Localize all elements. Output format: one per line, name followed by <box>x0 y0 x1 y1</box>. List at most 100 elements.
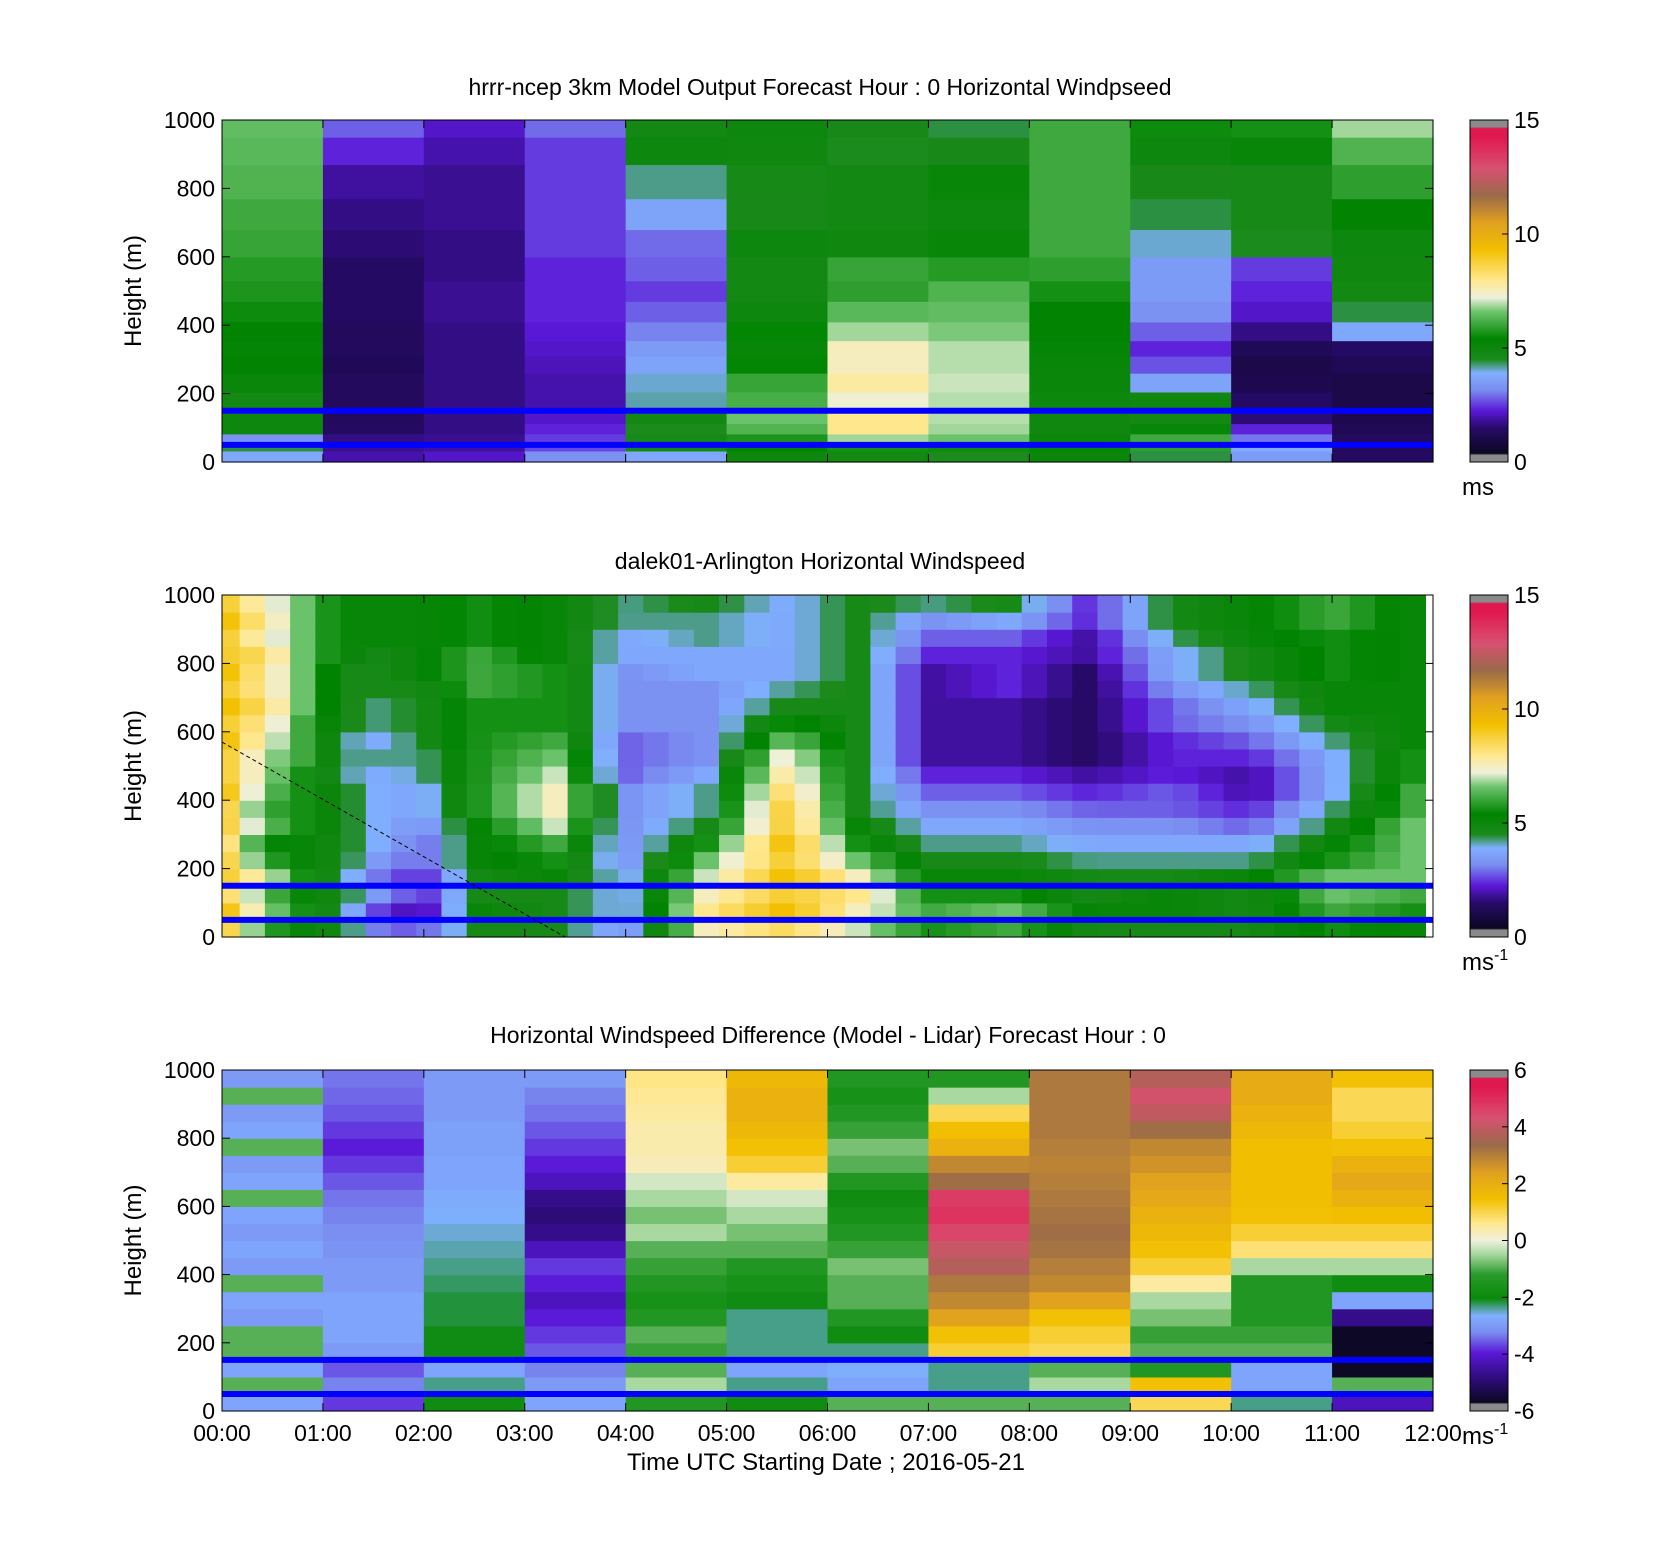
heatmap-cell <box>1332 164 1434 200</box>
heatmap-cell <box>744 851 771 870</box>
heatmap-cell <box>1173 800 1199 818</box>
heatmap-cell <box>239 714 266 733</box>
heatmap-cell <box>794 595 821 613</box>
heatmap-cell <box>726 301 829 323</box>
heatmap-cell <box>668 612 695 630</box>
heatmap-cell <box>946 629 972 647</box>
heatmap-cell <box>391 902 417 921</box>
heatmap-cell <box>769 902 796 921</box>
y-tick-label: 0 <box>202 924 215 950</box>
heatmap-cell <box>1349 800 1376 818</box>
heatmap-cell <box>625 355 728 374</box>
x-axis: 00:00 01:00 02:00 03:00 04:00 05:00 06:00 07:00… <box>193 1070 1462 1446</box>
heatmap-cell <box>870 817 897 835</box>
heatmap-cell <box>322 229 425 258</box>
heatmap-cell <box>744 646 771 664</box>
heatmap-cell <box>315 885 342 904</box>
heatmap-cell <box>365 714 392 733</box>
heatmap-cell <box>827 1223 930 1242</box>
heatmap-cell <box>592 731 619 750</box>
heatmap-cell <box>222 1223 324 1242</box>
heatmap-cell <box>1147 748 1174 767</box>
heatmap-cell <box>391 919 417 938</box>
heatmap-cell <box>416 612 443 630</box>
heatmap-cell <box>1332 1087 1434 1105</box>
heatmap-cell <box>920 800 947 818</box>
heatmap-cell <box>1231 321 1333 342</box>
heatmap-cell <box>222 1308 324 1327</box>
heatmap-cell <box>517 800 544 818</box>
heatmap-cell <box>971 663 998 682</box>
heatmap-cell <box>928 1223 1030 1242</box>
heatmap-cell <box>928 373 1030 393</box>
heatmap-cell <box>1332 120 1434 138</box>
heatmap-cell <box>441 629 468 647</box>
heatmap-cell <box>971 748 998 767</box>
heatmap-cell <box>726 1342 829 1361</box>
heatmap-cell <box>222 355 324 374</box>
heatmap-cell <box>996 834 1023 853</box>
heatmap-cell <box>1173 851 1199 870</box>
heatmap-cell <box>895 885 922 904</box>
heatmap-cell <box>693 731 720 750</box>
heatmap-cell <box>744 595 771 613</box>
heatmap-cell <box>625 120 728 138</box>
heatmap-cell <box>794 868 821 887</box>
heatmap-cell <box>1147 919 1174 938</box>
heatmap-cell <box>618 919 644 938</box>
colorbar-tick-label: 0 <box>1514 924 1527 950</box>
heatmap-cell <box>416 885 443 904</box>
heatmap-cell <box>794 885 821 904</box>
heatmap-cell <box>1299 629 1326 647</box>
heatmap-cell <box>1046 748 1073 767</box>
heatmap-cell <box>1130 1223 1232 1242</box>
heatmap-cell <box>1046 817 1073 835</box>
heatmap-cell <box>827 1172 930 1190</box>
heatmap-cell <box>618 800 644 818</box>
heatmap-cell <box>1231 1257 1333 1276</box>
heatmap-cell <box>365 919 392 938</box>
heatmap-cell <box>1173 885 1199 904</box>
heatmap-cell <box>222 280 324 302</box>
heatmap-cell <box>1374 714 1401 733</box>
heatmap-cell <box>643 885 670 904</box>
colorbar-tick-label: -4 <box>1514 1341 1535 1367</box>
heatmap-cell <box>845 646 871 664</box>
heatmap-cell <box>1349 748 1376 767</box>
heatmap-cell <box>693 595 720 613</box>
heatmap-cell <box>391 612 417 630</box>
heatmap-cell <box>845 868 871 887</box>
heatmap-cell <box>719 919 745 938</box>
heatmap-cell <box>491 919 518 938</box>
heatmap-cell <box>794 612 821 630</box>
heatmap-cell <box>946 834 972 853</box>
heatmap-cell <box>517 697 544 716</box>
heatmap-cell <box>625 198 728 231</box>
heatmap-cell <box>895 663 922 682</box>
heatmap-cell <box>719 766 745 784</box>
heatmap-cell <box>668 885 695 904</box>
heatmap-cell <box>222 1070 324 1088</box>
heatmap-cell <box>491 731 518 750</box>
heatmap-cell <box>769 731 796 750</box>
heatmap-cell <box>416 817 443 835</box>
heatmap-cell <box>239 885 266 904</box>
heatmap-cell <box>845 612 871 630</box>
heatmap-cell <box>340 783 367 801</box>
heatmap-cell <box>618 885 644 904</box>
heatmap-cell <box>920 697 947 716</box>
heatmap-cell <box>441 748 468 767</box>
heatmap-cell <box>1173 646 1199 664</box>
heatmap-cell <box>726 450 829 463</box>
heatmap-cell <box>744 902 771 921</box>
heatmap-cell <box>524 1172 627 1190</box>
heatmap-cell <box>920 680 947 699</box>
heatmap-cell <box>542 748 569 767</box>
heatmap-cell <box>1173 748 1199 767</box>
heatmap-cell <box>222 1291 324 1310</box>
heatmap-cell <box>1223 612 1250 630</box>
heatmap-cell <box>340 800 367 818</box>
heatmap-cell <box>1029 450 1131 463</box>
y-tick-label: 0 <box>202 1398 215 1424</box>
heatmap-cell <box>1072 646 1099 664</box>
